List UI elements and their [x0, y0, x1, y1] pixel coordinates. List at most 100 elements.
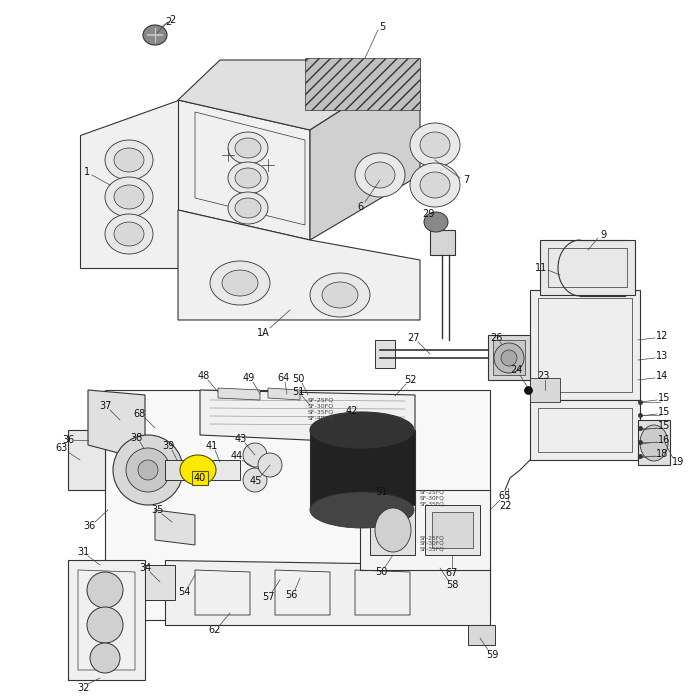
Text: 58: 58: [446, 580, 459, 590]
Polygon shape: [268, 388, 300, 400]
Text: 50: 50: [374, 567, 387, 577]
Text: 15: 15: [658, 393, 670, 403]
Ellipse shape: [114, 185, 144, 209]
Ellipse shape: [180, 455, 216, 485]
Text: 26: 26: [490, 333, 502, 343]
Ellipse shape: [420, 132, 450, 158]
Ellipse shape: [228, 132, 268, 164]
Text: 43: 43: [235, 434, 247, 444]
Ellipse shape: [105, 177, 153, 217]
Text: 12: 12: [656, 331, 668, 341]
Polygon shape: [370, 505, 415, 555]
Polygon shape: [310, 60, 420, 240]
Text: 59: 59: [486, 650, 498, 660]
Ellipse shape: [105, 214, 153, 254]
Ellipse shape: [235, 198, 261, 218]
Polygon shape: [80, 100, 178, 268]
Polygon shape: [200, 390, 415, 445]
Polygon shape: [165, 460, 195, 480]
Ellipse shape: [375, 508, 411, 552]
Ellipse shape: [113, 435, 183, 505]
Text: SF-25FQ
SF-30FQ
SF-35FQ: SF-25FQ SF-30FQ SF-35FQ: [420, 535, 444, 552]
Polygon shape: [530, 378, 560, 402]
Ellipse shape: [243, 443, 267, 467]
Polygon shape: [493, 340, 525, 375]
Text: 1: 1: [84, 167, 90, 177]
Ellipse shape: [114, 222, 144, 246]
Text: 34: 34: [139, 563, 151, 573]
Polygon shape: [530, 400, 640, 460]
Text: 27: 27: [407, 333, 420, 343]
Ellipse shape: [143, 25, 167, 45]
Ellipse shape: [105, 140, 153, 180]
Text: 68: 68: [134, 409, 146, 419]
Text: 29: 29: [422, 209, 434, 219]
Ellipse shape: [235, 138, 261, 158]
Text: SF-25FQ
SF-30FQ
SF-35FQ
SF-40FQ: SF-25FQ SF-30FQ SF-35FQ SF-40FQ: [308, 398, 335, 421]
Polygon shape: [360, 490, 490, 570]
Text: 39: 39: [162, 441, 174, 451]
Text: 15: 15: [658, 407, 670, 417]
Text: 13: 13: [656, 351, 668, 361]
Text: 49: 49: [243, 373, 255, 383]
Polygon shape: [530, 290, 640, 400]
Text: 65: 65: [499, 491, 511, 501]
Text: 1A: 1A: [257, 328, 270, 338]
Polygon shape: [305, 58, 420, 110]
Ellipse shape: [640, 425, 668, 461]
Polygon shape: [375, 340, 395, 368]
Text: 24: 24: [510, 365, 522, 375]
Ellipse shape: [310, 412, 414, 448]
Text: 11: 11: [535, 263, 547, 273]
Text: 50: 50: [292, 374, 304, 384]
Ellipse shape: [210, 261, 270, 305]
Polygon shape: [198, 460, 240, 480]
Polygon shape: [155, 510, 195, 545]
Ellipse shape: [222, 270, 258, 296]
Ellipse shape: [243, 468, 267, 492]
Polygon shape: [430, 230, 455, 255]
Text: 41: 41: [206, 441, 218, 451]
Text: 5: 5: [379, 22, 385, 32]
Text: 37: 37: [99, 401, 111, 411]
Polygon shape: [218, 388, 260, 400]
Ellipse shape: [228, 162, 268, 194]
Text: 18: 18: [656, 449, 668, 459]
Text: 19: 19: [672, 457, 684, 467]
Ellipse shape: [310, 492, 414, 528]
Polygon shape: [68, 560, 145, 680]
Polygon shape: [638, 420, 670, 465]
Ellipse shape: [228, 192, 268, 224]
Text: 40: 40: [194, 473, 206, 483]
Polygon shape: [178, 210, 420, 320]
Text: 48: 48: [198, 371, 210, 381]
Polygon shape: [178, 60, 420, 130]
Polygon shape: [105, 390, 490, 620]
Text: 63: 63: [56, 443, 68, 453]
Polygon shape: [310, 430, 415, 510]
Text: 31: 31: [77, 547, 89, 557]
Text: 44: 44: [231, 451, 243, 461]
Text: 23: 23: [537, 371, 550, 381]
Text: 64: 64: [277, 373, 289, 383]
Polygon shape: [88, 390, 145, 460]
Text: SF-25FQ
SF-30FQ
SF-35FQ: SF-25FQ SF-30FQ SF-35FQ: [420, 490, 444, 507]
Text: 42: 42: [346, 406, 358, 416]
Text: 6: 6: [357, 202, 363, 212]
Text: 51: 51: [374, 487, 387, 497]
Text: 16: 16: [658, 435, 670, 445]
Text: 51: 51: [292, 387, 304, 397]
Polygon shape: [178, 100, 310, 240]
Text: 45: 45: [250, 476, 262, 486]
Ellipse shape: [420, 172, 450, 198]
Text: 14: 14: [656, 371, 668, 381]
Text: 2: 2: [165, 17, 171, 27]
Polygon shape: [145, 565, 175, 600]
Polygon shape: [488, 335, 530, 380]
Text: 7: 7: [463, 175, 469, 185]
Text: 15: 15: [658, 421, 670, 431]
Ellipse shape: [322, 282, 358, 308]
Ellipse shape: [258, 453, 282, 477]
Ellipse shape: [365, 162, 395, 188]
Polygon shape: [425, 505, 480, 555]
